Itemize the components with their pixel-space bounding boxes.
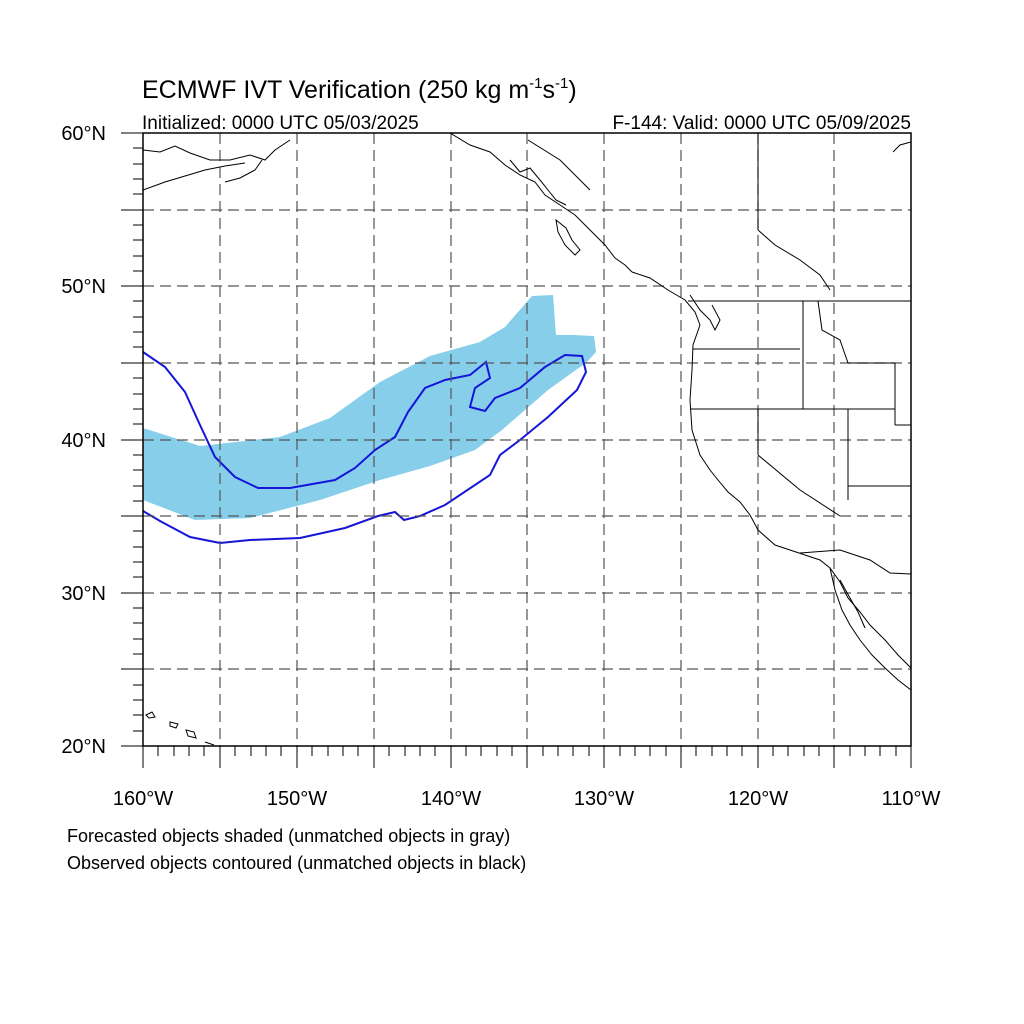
figure-title: ECMWF IVT Verification (250 kg m-1s-1) xyxy=(142,75,577,104)
map-panel: 160°W 150°W 140°W 130°W 120°W 110°W 20°N… xyxy=(61,123,940,810)
lon-label-160w: 160°W xyxy=(113,788,173,810)
lat-label-50n: 50°N xyxy=(61,276,106,298)
lat-label-60n: 60°N xyxy=(61,123,106,145)
forecast-ivt-object xyxy=(143,295,596,520)
lat-label-20n: 20°N xyxy=(61,736,106,758)
tick-marks xyxy=(121,132,912,768)
valid-label: F-144: Valid: 0000 UTC 05/09/2025 xyxy=(612,113,911,134)
coastlines xyxy=(143,133,911,746)
lon-label-140w: 140°W xyxy=(421,788,481,810)
latitude-labels: 20°N 30°N 40°N 50°N 60°N xyxy=(61,123,106,758)
lon-label-150w: 150°W xyxy=(267,788,327,810)
initialized-label: Initialized: 0000 UTC 05/03/2025 xyxy=(142,113,419,134)
legend-observed-note: Observed objects contoured (unmatched ob… xyxy=(67,853,526,873)
graticule xyxy=(143,133,911,746)
lon-label-110w: 110°W xyxy=(882,788,941,810)
lat-label-40n: 40°N xyxy=(61,430,106,452)
lat-label-30n: 30°N xyxy=(61,583,106,605)
observed-ivt-contour xyxy=(143,351,588,545)
legend-forecast-note: Forecasted objects shaded (unmatched obj… xyxy=(67,826,510,846)
lon-label-120w: 120°W xyxy=(728,788,788,810)
lon-label-130w: 130°W xyxy=(574,788,634,810)
political-borders xyxy=(688,133,911,575)
longitude-labels: 160°W 150°W 140°W 130°W 120°W 110°W xyxy=(113,788,941,810)
